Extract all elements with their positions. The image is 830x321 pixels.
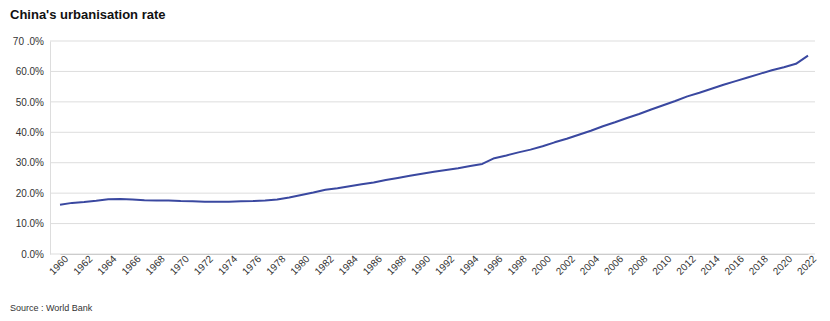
x-tick-label: 1964 <box>95 253 119 277</box>
x-tick-label: 1974 <box>216 253 240 277</box>
x-tick: 2022 <box>795 253 819 277</box>
x-tick: 2020 <box>771 253 795 277</box>
x-tick-label: 2006 <box>602 253 626 277</box>
grid-line <box>50 162 815 163</box>
y-axis: 0.0% 10.0% 20.0% 30.0% 40.0% 50.0% 60.0% 70 .0% <box>13 36 51 260</box>
x-tick-label: 1988 <box>385 253 409 277</box>
source: Source : World Bank <box>10 303 93 313</box>
grid <box>50 41 815 254</box>
x-tick-label: 1994 <box>457 253 481 277</box>
x-tick: 1964 <box>95 253 119 277</box>
x-tick: 2008 <box>626 253 650 277</box>
x-tick-label: 2016 <box>723 253 747 277</box>
x-tick: 2004 <box>578 253 602 277</box>
grid-line <box>50 71 815 72</box>
x-tick-label: 2014 <box>698 253 722 277</box>
x-tick-label: 1966 <box>119 253 143 277</box>
y-tick-label: 60.0% <box>16 66 44 77</box>
x-tick-label: 1970 <box>168 253 192 277</box>
grid-line <box>50 41 815 42</box>
grid-line <box>50 223 815 224</box>
x-tick-label: 1962 <box>71 253 95 277</box>
x-axis: 1960196219641966196819701972197419761978… <box>47 253 819 277</box>
x-tick-label: 1976 <box>240 253 264 277</box>
x-tick-label: 1996 <box>481 253 505 277</box>
y-tick: 40.0% <box>16 127 50 138</box>
x-tick: 1968 <box>143 253 167 277</box>
x-tick-label: 2000 <box>529 253 553 277</box>
x-tick: 1972 <box>192 253 216 277</box>
y-tick-label: 30.0% <box>16 157 44 168</box>
x-tick-label: 1986 <box>361 253 385 277</box>
x-tick: 1974 <box>216 253 240 277</box>
x-axis-line <box>61 254 809 255</box>
x-tick: 1992 <box>433 253 457 277</box>
x-tick: 1962 <box>71 253 95 277</box>
x-tick: 1982 <box>312 253 336 277</box>
y-tick: 30.0% <box>16 157 50 168</box>
x-tick: 2002 <box>554 253 578 277</box>
y-tick: 10.0% <box>16 218 50 229</box>
x-tick-label: 1992 <box>433 253 457 277</box>
x-tick: 1998 <box>505 253 529 277</box>
y-tick: 20.0% <box>16 188 50 199</box>
y-tick-label: 40.0% <box>16 127 44 138</box>
y-tick: 50.0% <box>16 97 50 108</box>
x-tick: 1966 <box>119 253 143 277</box>
x-tick: 1990 <box>409 253 433 277</box>
x-tick-label: 1982 <box>312 253 336 277</box>
x-tick: 1970 <box>168 253 192 277</box>
y-tick-label: 0.0% <box>21 249 44 260</box>
grid-line <box>50 101 815 102</box>
x-tick-label: 1968 <box>143 253 167 277</box>
x-tick: 1994 <box>457 253 481 277</box>
x-tick-label: 2008 <box>626 253 650 277</box>
x-tick: 1978 <box>264 253 288 277</box>
y-tick: 70 .0% <box>13 36 50 47</box>
x-tick: 1988 <box>385 253 409 277</box>
x-tick-label: 1998 <box>505 253 529 277</box>
x-tick: 1980 <box>288 253 312 277</box>
plot-area <box>60 56 808 205</box>
x-tick: 2016 <box>723 253 747 277</box>
x-tick-label: 2012 <box>674 253 698 277</box>
grid-line <box>50 132 815 133</box>
x-tick-label: 1978 <box>264 253 288 277</box>
x-tick: 1960 <box>47 253 71 277</box>
x-tick: 2018 <box>747 253 771 277</box>
chart: China's urbanisation rate 0.0% 10.0% 20.0% 3… <box>0 0 830 321</box>
y-tick: 0.0% <box>21 249 50 260</box>
x-tick-label: 2022 <box>795 253 819 277</box>
x-tick: 2000 <box>529 253 553 277</box>
title: China's urbanisation rate <box>10 7 166 22</box>
x-tick-label: 1990 <box>409 253 433 277</box>
x-tick-label: 1984 <box>336 253 360 277</box>
x-tick: 1996 <box>481 253 505 277</box>
x-tick: 2012 <box>674 253 698 277</box>
y-tick-label: 50.0% <box>16 97 44 108</box>
x-tick-label: 1980 <box>288 253 312 277</box>
x-tick-label: 2010 <box>650 253 674 277</box>
y-tick-label: 70 .0% <box>13 36 44 47</box>
grid-line <box>50 254 815 255</box>
x-tick: 1976 <box>240 253 264 277</box>
x-tick-label: 2018 <box>747 253 771 277</box>
grid-line <box>50 193 815 194</box>
y-axis-line <box>50 42 51 255</box>
x-tick-label: 2002 <box>554 253 578 277</box>
y-tick: 60.0% <box>16 66 50 77</box>
x-tick-label: 1972 <box>192 253 216 277</box>
x-tick: 2014 <box>698 253 722 277</box>
x-tick-label: 2020 <box>771 253 795 277</box>
x-tick-label: 2004 <box>578 253 602 277</box>
line <box>60 56 808 205</box>
y-tick-label: 10.0% <box>16 218 44 229</box>
y-tick-label: 20.0% <box>16 188 44 199</box>
x-tick: 1986 <box>361 253 385 277</box>
x-tick-label: 1960 <box>47 253 71 277</box>
x-tick: 1984 <box>336 253 360 277</box>
x-tick: 2006 <box>602 253 626 277</box>
x-tick: 2010 <box>650 253 674 277</box>
